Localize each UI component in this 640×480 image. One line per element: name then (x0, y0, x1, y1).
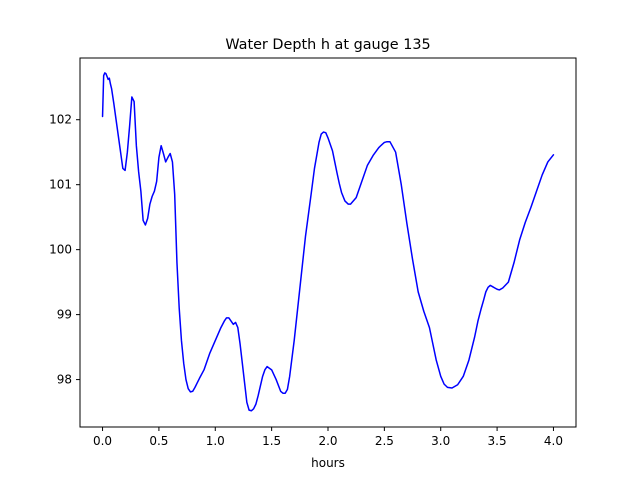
series-line-0 (101, 72, 555, 412)
axis-ticks: 0.0 0.5 1.0 1.5 2.0 2.5 3.0 3.5 4.0 98 99 100 101 102 (49, 113, 563, 448)
x-tick-label: 3.0 (431, 434, 450, 448)
x-tick-label: 4.0 (544, 434, 563, 448)
x-tick-label: 1.0 (206, 434, 225, 448)
x-axis-label: hours (311, 456, 345, 470)
y-tick-label: 100 (49, 243, 72, 257)
y-tick-label: 99 (57, 308, 72, 322)
chart-title: Water Depth h at gauge 135 (225, 37, 430, 53)
x-tick-label: 0.5 (149, 434, 168, 448)
y-tick-label: 102 (49, 113, 72, 127)
axes-frame (79, 57, 577, 428)
x-tick-label: 0.0 (93, 434, 112, 448)
y-tick-label: 98 (57, 373, 72, 387)
x-tick-label: 1.5 (262, 434, 281, 448)
x-tick-label: 2.0 (318, 434, 337, 448)
x-tick-label: 2.5 (375, 434, 394, 448)
y-tick-label: 101 (49, 178, 72, 192)
x-tick-label: 3.5 (488, 434, 507, 448)
plot-area (101, 72, 555, 412)
